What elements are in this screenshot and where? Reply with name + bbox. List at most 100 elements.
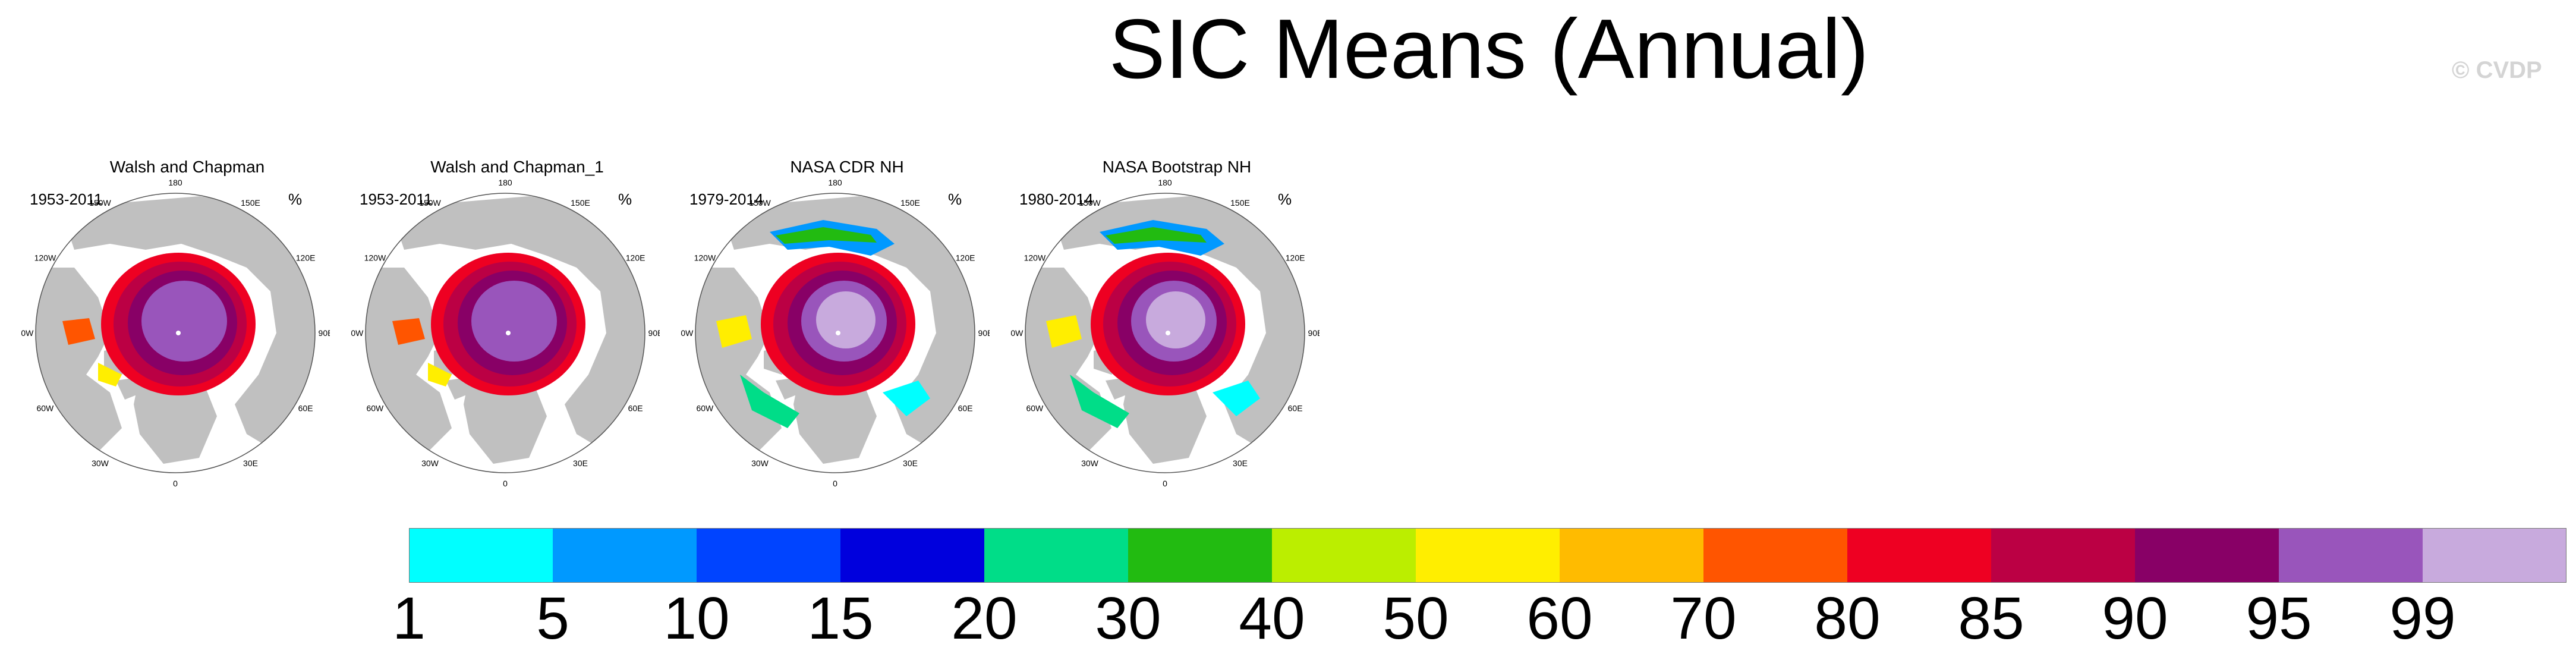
colorbar-tick-label: 85 (1958, 585, 2024, 652)
panel-years: 1979-2014 (689, 190, 764, 208)
panel-years: 1953-2011 (30, 190, 103, 208)
colorbar-tick-label: 1 (392, 585, 426, 652)
colorbar-tick-label: 60 (1526, 585, 1593, 652)
colorbar-tick-label: 99 (2389, 585, 2456, 652)
colorbar-swatch (697, 528, 841, 583)
longitude-label: 30W (751, 458, 769, 468)
longitude-label: 120W (694, 253, 716, 263)
colorbar-tick-label: 5 (536, 585, 569, 652)
panel-years: 1953-2011 (360, 190, 433, 208)
polar-sea-ice-map: 180 150E 120E 90E 60E 30E 0 30W 60W 90W 120W 150W (681, 178, 990, 488)
longitude-label: 30E (903, 458, 918, 468)
panel-units: % (1278, 190, 1292, 208)
colorbar-tick-label: 95 (2246, 585, 2312, 652)
longitude-label: 150W (749, 198, 771, 208)
longitude-label: 30W (421, 458, 439, 468)
colorbar-tick-label: 30 (1095, 585, 1161, 652)
longitude-label: 60W (36, 404, 54, 413)
longitude-label: 90E (1308, 328, 1320, 338)
longitude-label: 90W (1010, 328, 1024, 338)
map-panel: Walsh and Chapman_1 180 150E 120E 90E 60E 30E 0… (351, 155, 684, 499)
polar-sea-ice-map: 180 150E 120E 90E 60E 30E 0 30W 60W 90W 120W 150W (351, 178, 660, 488)
colorbar-swatch (553, 528, 697, 583)
longitude-label: 60W (366, 404, 384, 413)
panel-title: Walsh and Chapman (109, 158, 265, 176)
longitude-label: 120E (956, 253, 975, 263)
panel-title: Walsh and Chapman_1 (430, 158, 604, 176)
longitude-label: 150W (419, 198, 441, 208)
longitude-label: 0 (173, 479, 178, 488)
longitude-label: 150E (900, 198, 920, 208)
longitude-label: 0 (1163, 479, 1167, 488)
colorbar-swatch (2423, 528, 2566, 583)
longitude-label: 150E (241, 198, 260, 208)
map-panel: NASA Bootstrap NH 180 150E 120E 90E 60E 30E 0 30… (1010, 155, 1343, 499)
panel-units: % (288, 190, 303, 208)
longitude-label: 120W (364, 253, 386, 263)
longitude-label: 30E (1233, 458, 1248, 468)
longitude-label: 120E (1286, 253, 1305, 263)
longitude-label: 120E (296, 253, 316, 263)
longitude-label: 0 (833, 479, 837, 488)
longitude-label: 90E (319, 328, 330, 338)
longitude-label: 60E (958, 404, 973, 413)
longitude-label: 90W (351, 328, 364, 338)
longitude-label: 90E (978, 328, 990, 338)
colorbar-swatch (840, 528, 985, 583)
longitude-label: 120W (34, 253, 56, 263)
longitude-label: 0 (503, 479, 508, 488)
longitude-label: 120E (626, 253, 645, 263)
colorbar-tick-label: 90 (2102, 585, 2168, 652)
cvdp-credit: © CVDP (2452, 57, 2542, 83)
colorbar-tick-label: 40 (1239, 585, 1305, 652)
colorbar-tick-label: 50 (1383, 585, 1449, 652)
panel-years: 1980-2014 (1019, 190, 1094, 208)
panel-title: NASA CDR NH (790, 158, 904, 176)
longitude-label: 90E (648, 328, 660, 338)
colorbar-swatch (1703, 528, 1848, 583)
colorbar-tick-label: 10 (663, 585, 730, 652)
figure-title: SIC Means (Annual) (1109, 2, 1869, 96)
colorbar-swatch (1128, 528, 1273, 583)
map-panel: Walsh and Chapman 180 150E 120E 90E 60E 30E 0 30… (21, 155, 354, 499)
longitude-label: 60W (696, 404, 714, 413)
colorbar-swatch (1416, 528, 1560, 583)
colorbar (409, 528, 2566, 583)
longitude-label: 90W (681, 328, 694, 338)
colorbar-swatch (1560, 528, 1704, 583)
colorbar-tick-label: 70 (1670, 585, 1737, 652)
polar-sea-ice-map: 180 150E 120E 90E 60E 30E 0 30W 60W 90W 120W 150W (1010, 178, 1320, 488)
longitude-label: 30E (573, 458, 588, 468)
longitude-label: 60E (1288, 404, 1303, 413)
colorbar-swatch (1847, 528, 1992, 583)
panel-units: % (618, 190, 632, 208)
longitude-label: 150W (89, 198, 111, 208)
longitude-label: 30W (92, 458, 109, 468)
colorbar-swatch (1991, 528, 2136, 583)
longitude-label: 60W (1026, 404, 1044, 413)
longitude-label: 30W (1081, 458, 1099, 468)
longitude-label: 180 (168, 178, 182, 187)
longitude-label: 180 (498, 178, 512, 187)
colorbar-tick-label: 80 (1814, 585, 1881, 652)
panel-units: % (948, 190, 962, 208)
colorbar-swatch (1272, 528, 1416, 583)
longitude-label: 90W (21, 328, 34, 338)
colorbar-swatch (2279, 528, 2423, 583)
longitude-label: 60E (298, 404, 313, 413)
map-panel: NASA CDR NH 180 150E 120E 90E 60E 30E 0 30W 60W 90… (681, 155, 1013, 499)
longitude-label: 150E (571, 198, 590, 208)
longitude-label: 30E (243, 458, 258, 468)
longitude-label: 60E (628, 404, 643, 413)
panel-title: NASA Bootstrap NH (1102, 158, 1252, 176)
colorbar-swatch (984, 528, 1129, 583)
longitude-label: 180 (828, 178, 842, 187)
longitude-label: 120W (1024, 253, 1046, 263)
colorbar-tick-label: 15 (807, 585, 874, 652)
longitude-label: 180 (1158, 178, 1172, 187)
longitude-label: 150W (1079, 198, 1101, 208)
colorbar-swatch (409, 528, 553, 583)
colorbar-tick-label: 20 (951, 585, 1018, 652)
longitude-label: 150E (1230, 198, 1250, 208)
polar-sea-ice-map: 180 150E 120E 90E 60E 30E 0 30W 60W 90W 120W 150W (21, 178, 330, 488)
